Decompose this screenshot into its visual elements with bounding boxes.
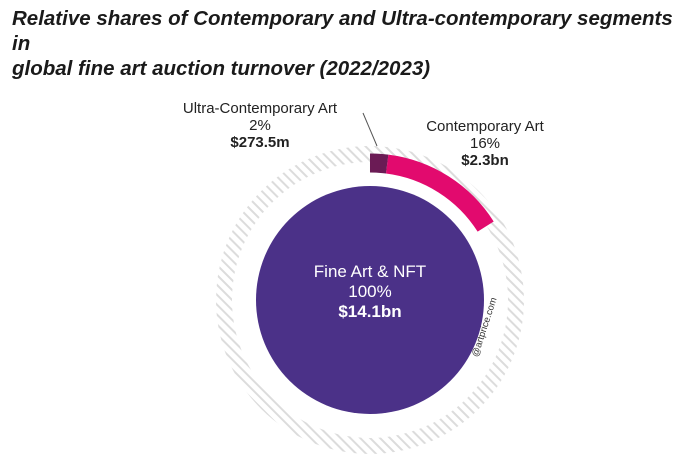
fine-art-nft-percent: 100%: [348, 282, 392, 301]
ultra-contemporary-art-slice: [369, 153, 389, 174]
ultra-contemporary-name: Ultra-Contemporary Art: [182, 100, 338, 117]
fine-art-nft-value: $14.1bn: [338, 302, 402, 321]
fine-art-nft-name: Fine Art & NFT: [313, 262, 427, 281]
ultra-contemporary-label: Ultra-Contemporary Art 2% $273.5m: [160, 100, 360, 151]
contemporary-label: Contemporary Art 16% $2.3bn: [405, 118, 565, 169]
chart-title: Relative shares of Contemporary and Ultr…: [12, 6, 682, 81]
chart-title-line-2: global fine art auction turnover (2022/2…: [12, 57, 431, 80]
ultra-contemporary-value: $273.5m: [230, 134, 290, 151]
contemporary-art-slice: [385, 154, 494, 232]
chart-title-line-1: Relative shares of Contemporary and Ultr…: [12, 7, 673, 55]
fine-art-nft-slice: [256, 186, 484, 414]
ultra-contemporary-percent: 2%: [249, 117, 271, 134]
contemporary-percent: 16%: [469, 135, 501, 152]
fine-art-nft-label: Fine Art & NFT 100% $14.1bn: [280, 262, 460, 322]
contemporary-name: Contemporary Art: [426, 118, 544, 135]
contemporary-value: $2.3bn: [461, 152, 509, 169]
ultra-contemporary-leader-line: [362, 112, 378, 147]
